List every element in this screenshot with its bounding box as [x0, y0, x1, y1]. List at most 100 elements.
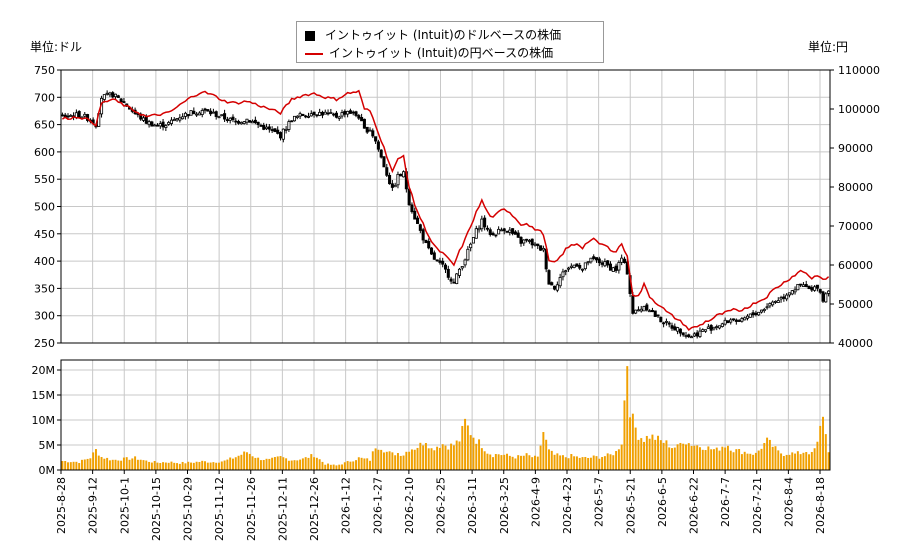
- volume-bar: [648, 438, 651, 470]
- volume-bar: [752, 454, 755, 470]
- candle-body: [650, 309, 654, 313]
- candle-body: [483, 217, 487, 228]
- candle: [416, 215, 420, 224]
- volume-bar: [657, 435, 659, 470]
- candle: [765, 303, 769, 310]
- candle-body: [617, 262, 621, 271]
- candle: [172, 117, 176, 122]
- candle-body: [139, 113, 143, 120]
- volume-bar: [561, 455, 564, 470]
- candle: [332, 112, 336, 117]
- candle-body: [748, 313, 752, 318]
- candle: [178, 114, 182, 123]
- candle: [203, 107, 207, 114]
- candle: [608, 261, 613, 271]
- candle: [740, 317, 744, 323]
- volume-bar: [265, 458, 268, 470]
- candle: [737, 319, 741, 322]
- candle-body: [522, 239, 526, 244]
- candle-body: [776, 300, 780, 303]
- candle-body: [449, 278, 453, 282]
- date-tick-label: 2026-8-18: [814, 477, 827, 534]
- volume-bar: [824, 434, 827, 470]
- date-tick-label: 2026-4-9: [529, 477, 542, 527]
- candle: [153, 123, 157, 127]
- usd-tick-label: 750: [34, 64, 55, 77]
- volume-bar: [240, 454, 243, 470]
- candle-body: [66, 115, 70, 118]
- candle-body: [262, 124, 266, 130]
- date-tick-label: 2026-2-10: [403, 477, 416, 534]
- candle-body: [606, 260, 610, 266]
- candle-body: [309, 113, 313, 117]
- volume-bar: [173, 462, 176, 470]
- candle: [488, 227, 492, 237]
- volume-bar: [349, 461, 352, 470]
- jpy-tick-label: 100000: [838, 103, 880, 116]
- volume-bar: [522, 455, 525, 470]
- candle: [754, 310, 758, 317]
- candle: [701, 328, 705, 332]
- candle-body: [771, 301, 775, 306]
- candle: [790, 290, 794, 296]
- candle-body: [642, 306, 646, 312]
- candle-body: [718, 325, 722, 329]
- volume-bar: [822, 416, 824, 470]
- candle: [111, 91, 115, 99]
- date-tick-label: 2026-4-23: [561, 477, 574, 534]
- candle-body: [807, 285, 811, 290]
- candle: [301, 113, 305, 117]
- candle: [533, 242, 537, 247]
- candle-body: [376, 141, 380, 150]
- candle: [821, 290, 825, 303]
- candle: [161, 119, 165, 131]
- candle-body: [631, 294, 635, 314]
- volume-bar: [612, 455, 615, 470]
- candle: [656, 314, 660, 318]
- volume-bar: [819, 425, 822, 470]
- candle: [167, 120, 171, 126]
- volume-bar: [329, 464, 332, 470]
- volume-bar: [570, 454, 573, 470]
- candle-body: [656, 314, 660, 317]
- candle-body: [762, 308, 766, 312]
- candle-body: [284, 128, 288, 131]
- volume-bar: [808, 454, 811, 470]
- candle: [477, 225, 481, 233]
- candle-body: [197, 112, 201, 116]
- volume-bar: [676, 444, 679, 470]
- candle: [801, 282, 805, 287]
- volume-bar: [318, 459, 321, 470]
- candle-body: [622, 258, 626, 263]
- volume-bar: [394, 455, 397, 470]
- candle-body: [69, 115, 73, 117]
- candle-body: [178, 117, 182, 121]
- candle: [729, 317, 733, 325]
- volume-bar: [508, 455, 511, 470]
- volume-bar: [634, 427, 637, 470]
- candle-body: [709, 324, 713, 331]
- candle: [195, 111, 199, 118]
- candle-body: [446, 268, 450, 278]
- volume-bar: [97, 455, 100, 470]
- candle-body: [348, 110, 352, 114]
- candle: [597, 256, 601, 267]
- candle-body: [175, 118, 179, 121]
- candle: [813, 285, 817, 292]
- candle: [122, 97, 126, 103]
- volume-bar: [511, 456, 514, 470]
- candle: [536, 243, 540, 250]
- date-tick-label: 2026-6-5: [656, 477, 669, 527]
- candle-body: [583, 262, 587, 270]
- candle: [499, 227, 503, 232]
- volume-bar: [724, 447, 727, 470]
- candle: [446, 265, 450, 280]
- candle-body: [801, 284, 805, 287]
- candle: [108, 91, 112, 98]
- candle-body: [443, 264, 448, 270]
- volume-bar: [615, 451, 618, 470]
- candle: [768, 302, 772, 309]
- legend-usd-label: イントゥイット (Intuit)のドルベースの株価: [325, 28, 562, 42]
- candle-body: [695, 332, 699, 337]
- candle: [519, 236, 523, 247]
